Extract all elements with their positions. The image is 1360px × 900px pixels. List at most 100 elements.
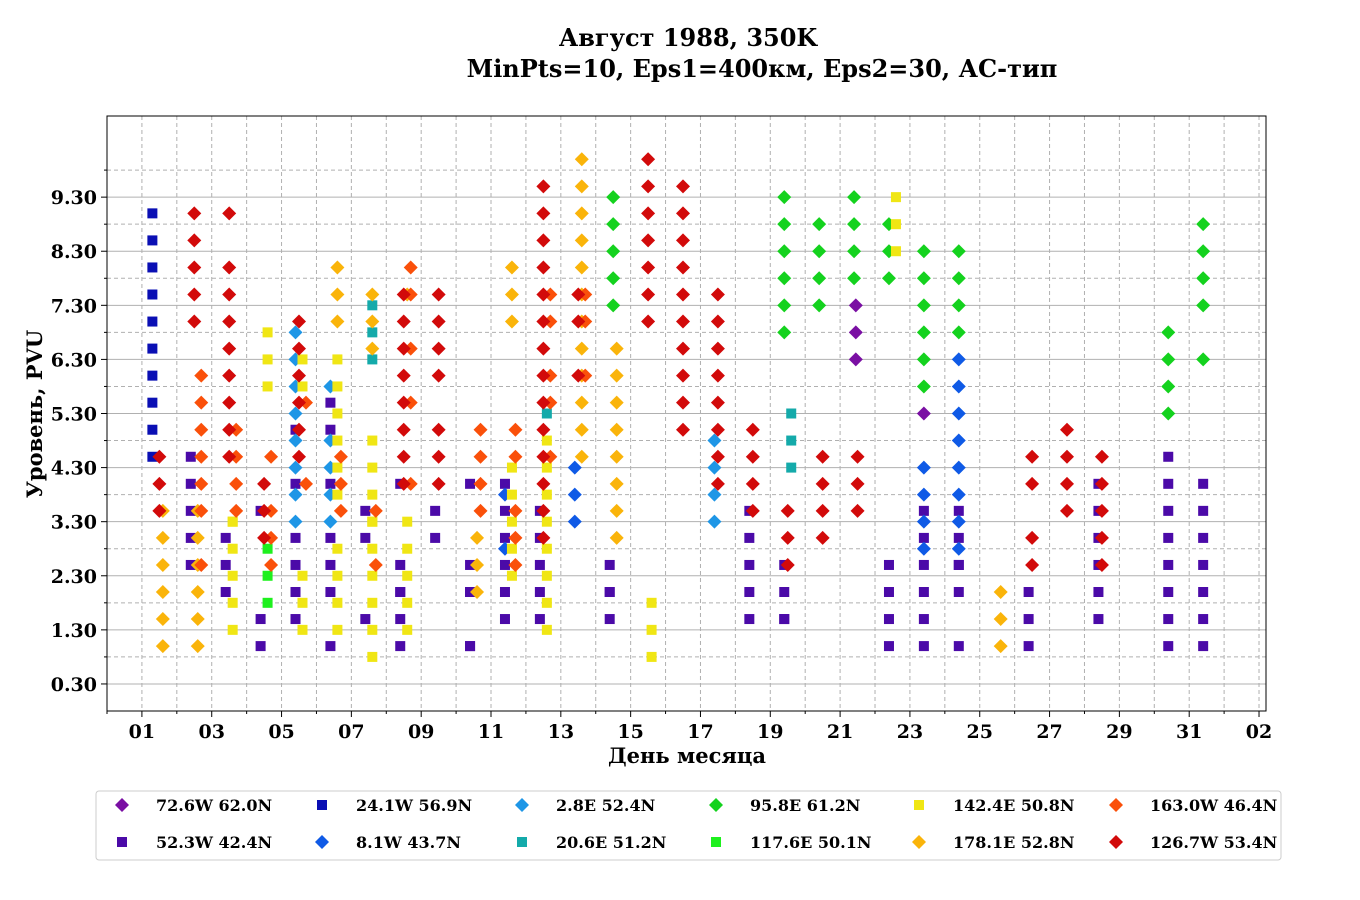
data-point-diamond xyxy=(365,314,380,329)
data-point-diamond xyxy=(1094,476,1109,491)
data-point-diamond xyxy=(155,612,170,627)
data-point-diamond xyxy=(710,422,725,437)
data-point-diamond xyxy=(777,271,792,286)
data-point-square xyxy=(255,641,266,652)
data-point-square xyxy=(402,624,413,635)
data-point-square xyxy=(1163,505,1174,516)
data-point-diamond xyxy=(676,233,691,248)
legend-marker xyxy=(117,837,127,847)
data-point-diamond xyxy=(710,476,725,491)
data-point-diamond xyxy=(916,352,931,367)
data-point-square xyxy=(744,559,755,570)
data-point-square xyxy=(534,559,545,570)
data-point-diamond xyxy=(508,422,523,437)
data-point-square xyxy=(367,543,378,554)
data-point-diamond xyxy=(676,395,691,410)
data-point-diamond xyxy=(951,271,966,286)
data-point-diamond xyxy=(1060,449,1075,464)
data-point-diamond xyxy=(396,314,411,329)
data-point-square xyxy=(297,597,308,608)
y-tick-label: 6.30 xyxy=(51,349,97,371)
data-point-diamond xyxy=(707,460,722,475)
data-point-diamond xyxy=(194,422,209,437)
data-point-square xyxy=(779,614,790,625)
data-point-square xyxy=(402,597,413,608)
legend-marker xyxy=(914,800,924,810)
x-tick-label: 27 xyxy=(1036,721,1062,743)
data-point-diamond xyxy=(815,503,830,518)
data-point-square xyxy=(227,570,238,581)
legend-label: 72.6W 62.0N xyxy=(156,796,272,815)
x-tick-label: 25 xyxy=(967,721,993,743)
data-point-square xyxy=(147,343,158,354)
data-point-diamond xyxy=(777,190,792,205)
x-tick-label: 21 xyxy=(827,721,853,743)
data-point-diamond xyxy=(187,314,202,329)
data-point-diamond xyxy=(508,503,523,518)
data-point-diamond xyxy=(574,449,589,464)
data-point-diamond xyxy=(504,287,519,302)
data-point-diamond xyxy=(676,422,691,437)
series-group xyxy=(194,260,593,572)
data-point-diamond xyxy=(847,190,862,205)
data-point-square xyxy=(262,597,273,608)
data-point-diamond xyxy=(396,287,411,302)
data-point-diamond xyxy=(536,206,551,221)
data-point-square xyxy=(325,478,336,489)
data-point-diamond xyxy=(780,557,795,572)
legend-label: 52.3W 42.4N xyxy=(156,833,272,852)
legend-label: 142.4E 50.8N xyxy=(953,796,1074,815)
series-group xyxy=(147,208,158,462)
data-point-diamond xyxy=(152,476,167,491)
data-point-diamond xyxy=(710,287,725,302)
data-point-square xyxy=(227,516,238,527)
data-point-square xyxy=(255,614,266,625)
x-tick-label: 29 xyxy=(1106,721,1132,743)
data-point-diamond xyxy=(606,244,621,259)
data-point-square xyxy=(290,587,301,597)
data-point-diamond xyxy=(993,612,1008,627)
data-point-diamond xyxy=(257,476,272,491)
data-point-square xyxy=(541,597,552,608)
data-point-square xyxy=(360,614,371,625)
data-point-diamond xyxy=(333,503,348,518)
data-point-square xyxy=(367,462,378,473)
legend-marker xyxy=(709,798,723,812)
data-point-diamond xyxy=(641,287,656,302)
data-point-square xyxy=(367,435,378,446)
data-point-diamond xyxy=(288,433,303,448)
data-point-diamond xyxy=(777,244,792,259)
data-point-diamond xyxy=(676,206,691,221)
data-point-square xyxy=(227,624,238,635)
data-point-square xyxy=(290,478,301,489)
data-point-diamond xyxy=(850,503,865,518)
data-point-square xyxy=(297,570,308,581)
data-point-diamond xyxy=(536,260,551,275)
data-point-square xyxy=(1023,587,1034,597)
legend-label: 126.7W 53.4N xyxy=(1150,833,1277,852)
data-point-square xyxy=(918,559,929,570)
data-point-diamond xyxy=(1161,379,1176,394)
data-point-diamond xyxy=(850,476,865,491)
data-point-diamond xyxy=(1025,476,1040,491)
data-point-square xyxy=(360,505,371,516)
data-point-diamond xyxy=(848,298,863,313)
data-point-diamond xyxy=(292,395,307,410)
data-point-diamond xyxy=(951,379,966,394)
data-point-square xyxy=(395,587,406,597)
data-point-diamond xyxy=(229,476,244,491)
data-point-diamond xyxy=(815,476,830,491)
data-point-square xyxy=(1163,587,1174,597)
data-point-square xyxy=(147,208,158,219)
x-tick-label: 11 xyxy=(478,721,504,743)
data-point-diamond xyxy=(288,460,303,475)
data-point-square xyxy=(1163,478,1174,489)
data-point-diamond xyxy=(190,639,205,654)
data-point-diamond xyxy=(815,530,830,545)
data-point-diamond xyxy=(194,503,209,518)
legend-label: 2.8E 52.4N xyxy=(556,796,655,815)
data-point-square xyxy=(1023,614,1034,625)
data-point-diamond xyxy=(676,341,691,356)
data-point-square xyxy=(541,462,552,473)
data-point-diamond xyxy=(536,476,551,491)
